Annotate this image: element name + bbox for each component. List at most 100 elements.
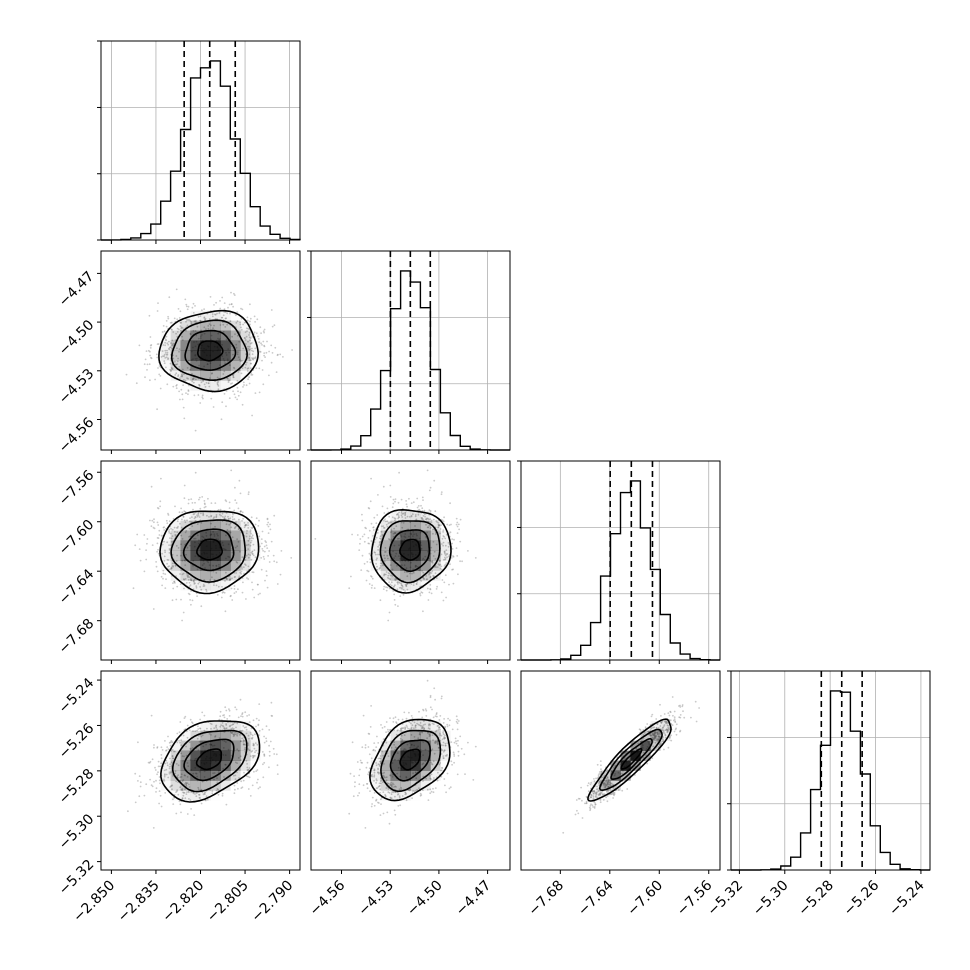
scatter-point [379, 791, 381, 794]
density-bin [430, 550, 441, 561]
x-tick-label: −2.820 [159, 878, 207, 926]
scatter-point [261, 728, 264, 731]
scatter-point [143, 363, 146, 366]
histogram-panel-0 [97, 40, 301, 241]
scatter-point [188, 741, 191, 744]
scatter-point [162, 355, 164, 357]
density-bin [200, 370, 211, 381]
density-bin [240, 730, 251, 741]
scatter-point [191, 525, 194, 527]
scatter-point [447, 542, 450, 544]
scatter-point [215, 789, 218, 792]
x-tick-label: −5.28 [795, 878, 837, 920]
scatter-point [231, 536, 234, 539]
scatter-point [251, 373, 254, 376]
density-bin [200, 520, 211, 531]
scatter-point [211, 372, 214, 374]
scatter-point [251, 414, 254, 417]
scatter-point [256, 664, 258, 666]
density-bin [170, 370, 181, 381]
scatter-point [290, 557, 293, 559]
scatter-point [683, 716, 686, 719]
scatter-point [422, 708, 424, 711]
scatter-point [268, 766, 270, 769]
scatter-point [247, 788, 250, 790]
scatter-point [241, 712, 244, 714]
contour-2sigma [370, 508, 452, 594]
scatter-point [267, 555, 269, 557]
scatter-point [181, 780, 184, 782]
scatter-point [177, 518, 180, 521]
scatter-point [442, 744, 444, 747]
scatter-point [223, 727, 226, 729]
scatter-point [429, 588, 432, 590]
panel-frame [520, 460, 721, 661]
scatter-point [363, 533, 366, 536]
scatter-point [181, 398, 184, 401]
scatter-point [451, 728, 454, 731]
scatter-point [212, 517, 215, 520]
scatter-point [251, 551, 254, 553]
scatter-point [240, 730, 243, 732]
scatter-point [422, 709, 425, 712]
scatter-point [610, 782, 612, 785]
y-tick-label: −4.47 [56, 268, 98, 310]
scatter-point [382, 791, 385, 793]
scatter-point [434, 558, 437, 560]
scatter-point [460, 747, 463, 750]
scatter-point [654, 737, 656, 739]
scatter-point [234, 486, 236, 489]
scatter-point [651, 757, 654, 760]
scatter-point [228, 708, 230, 710]
scatter-point [245, 728, 248, 731]
scatter-point [237, 588, 239, 591]
scatter-point [199, 797, 201, 799]
scatter-point [237, 394, 240, 397]
scatter-point [157, 537, 160, 539]
scatter-point [196, 737, 199, 740]
scatter-point [181, 373, 183, 376]
scatter-point [201, 394, 204, 397]
scatter-point [382, 812, 385, 815]
scatter-point [672, 719, 675, 722]
scatter-point [660, 715, 662, 717]
scatter-point [204, 505, 207, 508]
scatter-point [452, 555, 455, 558]
scatter-point [154, 769, 157, 771]
density-bin [390, 740, 401, 751]
scatter-point [198, 740, 201, 743]
scatter-point [245, 732, 248, 735]
scatter-point [138, 795, 141, 798]
scatter-point [216, 594, 219, 596]
density-bin [170, 560, 181, 571]
scatter-point [610, 793, 613, 796]
scatter-point [164, 587, 167, 589]
scatter-point [249, 731, 252, 734]
scatter-point [264, 356, 266, 358]
scatter-point [445, 533, 448, 536]
x-tick-label: −4.47 [453, 878, 495, 920]
scatter-point [361, 554, 364, 557]
scatter-point [389, 797, 392, 800]
scatter-point [452, 568, 454, 571]
scatter-point [146, 369, 148, 371]
scatter-point [397, 517, 399, 520]
scatter-point [252, 357, 255, 359]
scatter-point [227, 515, 229, 518]
scatter-point [181, 393, 184, 396]
scatter-point [247, 345, 250, 348]
scatter-point [378, 763, 381, 766]
scatter-point [213, 727, 216, 730]
scatter-point [675, 723, 678, 726]
scatter-point [203, 792, 206, 795]
scatter-point [232, 733, 235, 736]
scatter-point [203, 326, 206, 329]
scatter-point [235, 591, 238, 593]
scatter-point [348, 812, 351, 815]
scatter-point [187, 579, 190, 581]
density-map [590, 720, 671, 801]
scatter-point [200, 521, 203, 524]
scatter-point [180, 375, 183, 378]
scatter-point [232, 349, 235, 352]
density-bin [200, 580, 211, 591]
